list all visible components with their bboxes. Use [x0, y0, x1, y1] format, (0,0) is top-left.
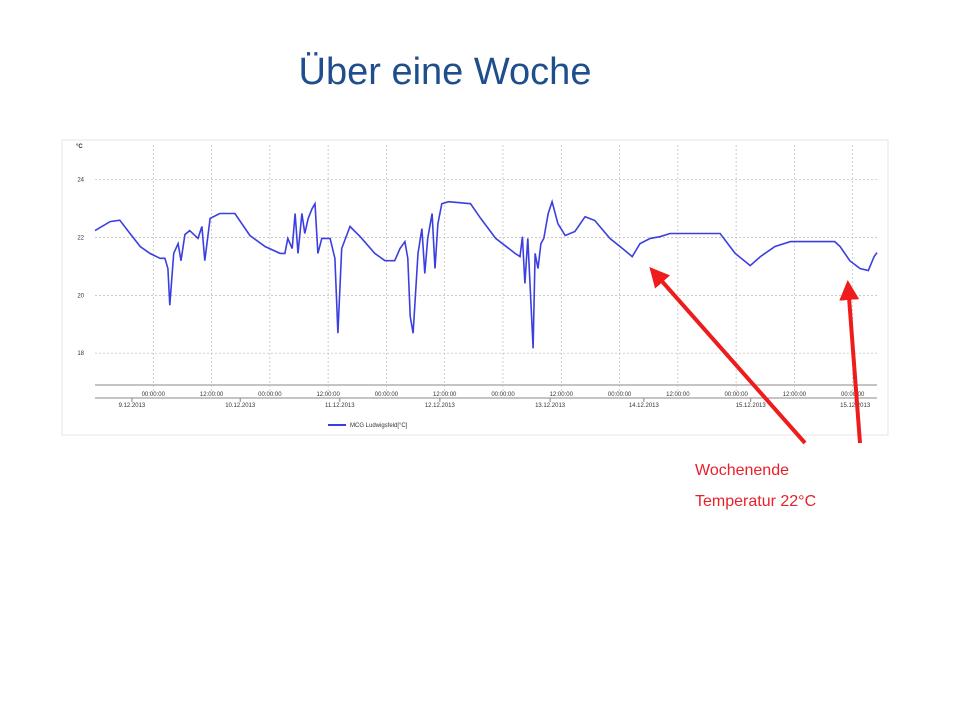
arrow [649, 267, 807, 445]
x-tick-label: 12:00:00 [200, 392, 224, 398]
x-tick-label: 00:00:00 [142, 392, 166, 398]
date-tick-label: 15.12.2013 [736, 403, 767, 409]
y-tick-label: 20 [77, 293, 84, 299]
x-tick-label: 12:00:00 [550, 392, 574, 398]
x-tick-label: 00:00:00 [258, 392, 282, 398]
chart: °C 18 20 22 24 00:00:00 12:00:00 00:00:00 12:00:… [76, 144, 878, 429]
x-tick-label: 12:00:00 [666, 392, 690, 398]
date-tick-label: 14.12.2013 [629, 403, 660, 409]
x-tick-label: 00:00:00 [841, 392, 865, 398]
x-tick-label: 00:00:00 [608, 392, 632, 398]
date-tick-label: 11.12.2013 [325, 403, 355, 409]
y-tick-label: 22 [77, 236, 84, 242]
date-tick-label: 13.12.2013 [535, 403, 566, 409]
x-tick-label: 00:00:00 [375, 392, 399, 398]
x-tick-label: 00:00:00 [491, 392, 515, 398]
arrow [839, 280, 862, 444]
slide-title: Über eine Woche [299, 51, 592, 93]
annotation: Temperatur 22°C [695, 493, 816, 510]
x-tick-label: 12:00:00 [783, 392, 807, 398]
y-tick-label: 24 [77, 178, 84, 184]
data-line [94, 198, 878, 349]
chart-frame [61, 139, 889, 436]
date-tick-label: 12.12.2013 [425, 403, 456, 409]
x-tick-label: 00:00:00 [724, 392, 748, 398]
x-tick-label: 12:00:00 [316, 392, 340, 398]
x-tick-label: 12:00:00 [433, 392, 457, 398]
date-tick-label: 9.12.2013 [119, 403, 146, 409]
y-axis-label: °C [76, 144, 83, 150]
date-tick-label: 10.12.2013 [225, 403, 256, 409]
y-tick-label: 18 [77, 351, 84, 357]
legend-label: MCG Ludwigsfeld[°C] [350, 423, 408, 429]
annotation: Wochenende [695, 462, 789, 479]
